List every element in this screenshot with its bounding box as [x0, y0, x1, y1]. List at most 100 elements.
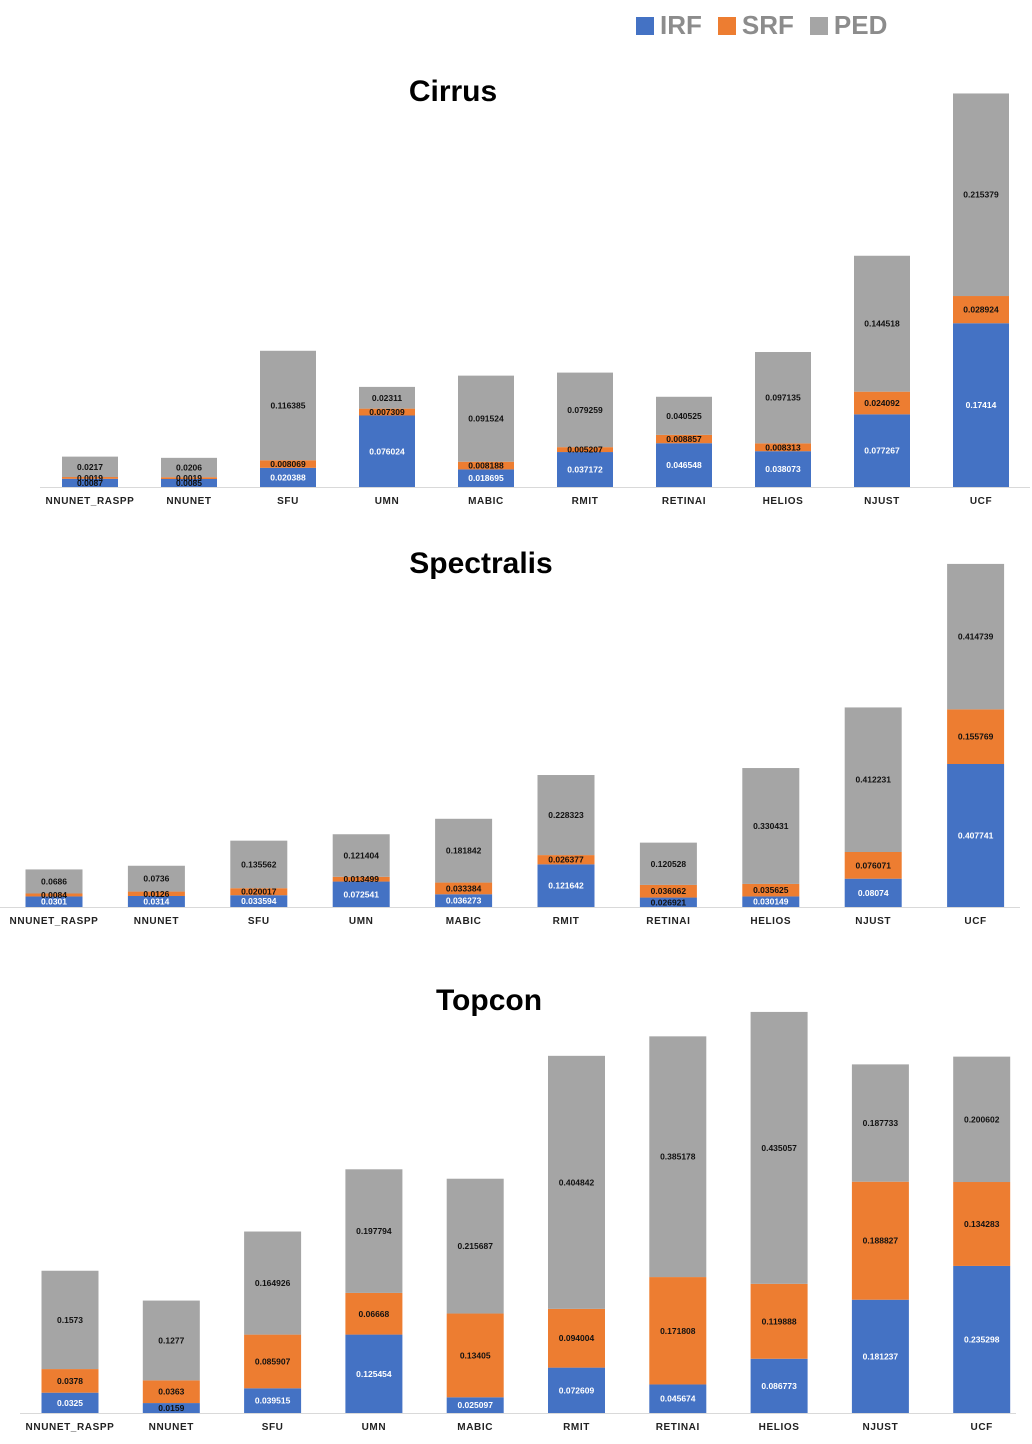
topcon-chart-title: Topcon	[436, 984, 542, 1017]
cirrus-bar-mabic-ped	[458, 375, 514, 462]
topcon-bar-nnunet-raspp-srf	[41, 1369, 99, 1393]
topcon-value-nnunet-raspp-irf: 0.0325	[57, 1398, 83, 1408]
spectralis-value-rmit-irf: 0.121642	[548, 881, 584, 891]
cirrus-bar-sfu-ped	[260, 350, 316, 461]
spectralis-bar-rmit-srf	[537, 855, 595, 865]
topcon-value-njust-irf: 0.181237	[863, 1351, 899, 1361]
cirrus-bar-njust-irf	[854, 414, 910, 487]
cirrus-category-label-njust: NJUST	[864, 496, 900, 507]
topcon-bar-umn-srf	[345, 1292, 403, 1335]
spectralis-value-retinai-srf: 0.036062	[651, 886, 687, 896]
cirrus-value-mabic-srf: 0.008188	[468, 461, 504, 471]
cirrus-value-ucf-srf: 0.028924	[963, 305, 999, 315]
spectralis-category-label-nnunet: NNUNET	[134, 916, 179, 927]
cirrus-bar-ucf-srf	[953, 296, 1009, 324]
legend-swatch-irf	[636, 16, 654, 35]
topcon-bar-sfu-ped	[244, 1231, 302, 1335]
cirrus-category-label-nnunet-raspp: NNUNET_RASPP	[46, 496, 135, 507]
cirrus-value-nnunet-srf: 0.0019	[176, 473, 202, 483]
spectralis-value-helios-ped: 0.330431	[753, 821, 789, 831]
legend-item-ped: PED	[809, 10, 888, 41]
spectralis-value-mabic-irf: 0.036273	[446, 896, 482, 906]
topcon-value-rmit-srf: 0.094004	[559, 1333, 595, 1343]
topcon-bar-mabic-irf	[446, 1397, 504, 1413]
spectralis-value-mabic-srf: 0.033384	[446, 883, 482, 893]
topcon-value-helios-irf: 0.086773	[761, 1381, 797, 1391]
cirrus-value-rmit-irf: 0.037172	[567, 465, 603, 475]
spectralis-bar-nnunet-srf	[127, 891, 185, 896]
cirrus-bar-rmit-ped	[557, 372, 613, 448]
spectralis-bar-njust-ped	[844, 707, 902, 853]
cirrus-bar-retinai-srf	[656, 434, 712, 444]
legend-item-irf: IRF	[636, 10, 702, 41]
topcon-bar-ucf-ped	[953, 1056, 1011, 1183]
spectralis-bar-mabic-srf	[435, 882, 493, 895]
spectralis-bar-rmit-irf	[537, 864, 595, 907]
topcon-bar-umn-irf	[345, 1334, 403, 1413]
spectralis-bar-helios-ped	[742, 768, 800, 884]
cirrus-value-mabic-irf: 0.018695	[468, 473, 504, 483]
cirrus-value-njust-ped: 0.144518	[864, 319, 900, 329]
legend-item-srf: SRF	[717, 10, 794, 41]
cirrus-bar-ucf-irf	[953, 323, 1009, 487]
topcon-value-retinai-ped: 0.385178	[660, 1152, 696, 1162]
spectralis-bar-rmit-ped	[537, 775, 595, 856]
cirrus-bar-mabic-srf	[458, 461, 514, 470]
spectralis-value-rmit-srf: 0.026377	[548, 855, 584, 865]
spectralis-category-label-rmit: RMIT	[553, 916, 580, 927]
spectralis-value-retinai-ped: 0.120528	[651, 859, 687, 869]
cirrus-bar-ucf-ped	[953, 93, 1009, 297]
cirrus-value-rmit-ped: 0.079259	[567, 405, 603, 415]
spectralis-value-mabic-ped: 0.181842	[446, 846, 482, 856]
cirrus-value-umn-ped: 0.02311	[372, 393, 403, 403]
cirrus-bar-njust-ped	[854, 255, 910, 392]
spectralis-value-rmit-ped: 0.228323	[548, 810, 584, 820]
spectralis-bar-ucf-irf	[947, 763, 1005, 907]
spectralis-category-label-ucf: UCF	[964, 916, 986, 927]
topcon-category-label-ucf: UCF	[971, 1422, 993, 1433]
spectralis-value-sfu-irf: 0.033594	[241, 896, 277, 906]
cirrus-category-label-rmit: RMIT	[572, 496, 599, 507]
cirrus-bar-umn-srf	[359, 408, 415, 416]
spectralis-bar-helios-srf	[742, 883, 800, 897]
topcon-bar-mabic-srf	[446, 1313, 504, 1398]
spectralis-category-label-retinai: RETINAI	[646, 916, 690, 927]
spectralis-value-sfu-ped: 0.135562	[241, 859, 277, 869]
topcon-bar-ucf-irf	[953, 1265, 1011, 1413]
spectralis-value-njust-irf: 0.08074	[858, 888, 889, 898]
cirrus-bar-umn-irf	[359, 415, 415, 487]
spectralis-bar-umn-srf	[332, 876, 390, 882]
legend-label-ped: PED	[833, 10, 888, 40]
cirrus-value-mabic-ped: 0.091524	[468, 414, 504, 424]
cirrus-value-umn-irf: 0.076024	[369, 446, 405, 456]
legend-swatch-srf	[717, 16, 736, 35]
cirrus-value-umn-srf: 0.007309	[369, 407, 405, 417]
legend-label-srf: SRF	[741, 10, 794, 40]
topcon-category-label-helios: HELIOS	[759, 1422, 800, 1433]
legend-swatch-ped	[809, 16, 828, 35]
topcon-value-mabic-srf: 0.13405	[460, 1350, 491, 1360]
cirrus-bar-sfu-irf	[260, 467, 316, 487]
topcon-value-nnunet-srf: 0.0363	[158, 1387, 184, 1397]
cirrus-bar-mabic-irf	[458, 469, 514, 487]
cirrus-bar-sfu-srf	[260, 460, 316, 468]
spectralis-bar-mabic-ped	[435, 818, 493, 883]
topcon-value-mabic-irf: 0.025097	[457, 1400, 493, 1410]
topcon-bar-nnunet-raspp-ped	[41, 1270, 99, 1370]
spectralis-value-njust-srf: 0.076071	[855, 860, 891, 870]
chart-legend: IRF SRF PED	[636, 10, 887, 41]
cirrus-bar-helios-ped	[755, 352, 811, 444]
topcon-value-sfu-irf: 0.039515	[255, 1396, 291, 1406]
topcon-bar-nnunet-raspp-irf	[41, 1392, 99, 1413]
topcon-bar-mabic-ped	[446, 1178, 504, 1314]
cirrus-bar-nnunet-srf	[161, 477, 217, 480]
spectralis-value-nnunet-raspp-srf: 0.0084	[41, 890, 67, 900]
topcon-value-helios-srf: 0.119888	[762, 1316, 797, 1326]
topcon-bar-rmit-irf	[548, 1367, 605, 1413]
topcon-value-umn-irf: 0.125454	[356, 1369, 392, 1379]
topcon-bar-retinai-srf	[649, 1277, 707, 1385]
topcon-category-label-rmit: RMIT	[563, 1422, 590, 1433]
cirrus-value-nnunet-irf: 0.0085	[176, 478, 202, 488]
topcon-value-sfu-ped: 0.164926	[255, 1278, 291, 1288]
cirrus-bar-retinai-irf	[656, 443, 712, 487]
